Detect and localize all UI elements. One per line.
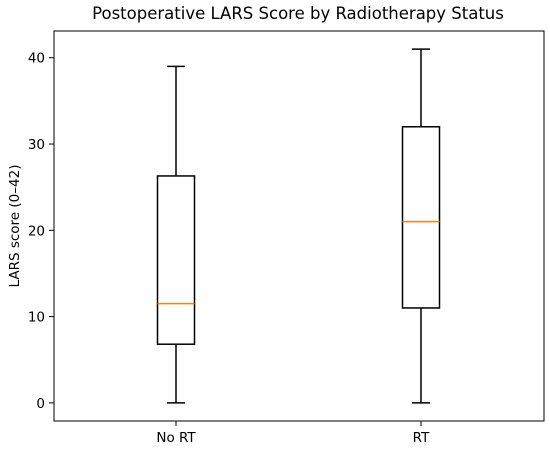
x-tick-label-no-rt: No RT xyxy=(156,430,196,446)
y-tick-label-20: 20 xyxy=(28,223,45,239)
plot-frame xyxy=(53,30,545,422)
box-no-rt xyxy=(156,175,196,345)
y-tick-label-40: 40 xyxy=(28,51,45,67)
x-tick-label-rt: RT xyxy=(413,430,430,446)
plot-area: 0 10 20 30 40 No RT RT xyxy=(28,30,545,446)
y-axis-label: LARS score (0–42) xyxy=(7,165,23,288)
y-tick-label-30: 30 xyxy=(28,137,45,153)
y-tick-label-0: 0 xyxy=(36,396,45,412)
box-rt xyxy=(401,126,441,309)
y-tick-label-10: 10 xyxy=(28,310,45,326)
chart-title: Postoperative LARS Score by Radiotherapy… xyxy=(92,4,504,23)
